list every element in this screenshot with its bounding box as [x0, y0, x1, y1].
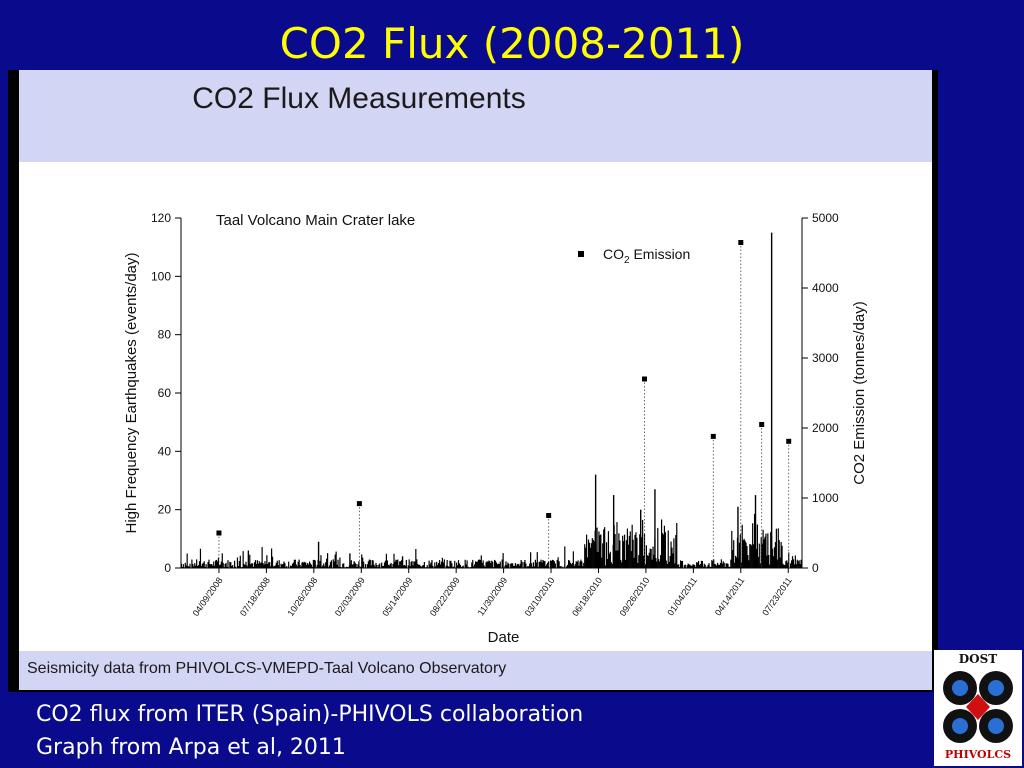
x-tick-label: 02/03/2009	[333, 575, 367, 618]
x-tick-label: 06/18/2010	[570, 575, 604, 618]
legend-label: CO2 Emission	[603, 246, 690, 266]
right-y-axis-title: CO2 Emission (tonnes/day)	[851, 301, 868, 484]
left-y-axis-title: High Frequency Earthquakes (events/day)	[123, 253, 140, 534]
co2-point	[641, 376, 647, 382]
right-y-tick-label: 5000	[812, 211, 839, 225]
caption-line-2: Graph from Arpa et al, 2011	[36, 735, 346, 760]
left-y-tick-label: 80	[158, 328, 172, 342]
earthquake-series	[180, 232, 802, 568]
x-tick-label: 08/22/2009	[428, 575, 462, 618]
left-y-tick-label: 120	[151, 211, 171, 225]
co2-point	[786, 438, 792, 444]
right-y-tick-label: 1000	[812, 491, 839, 505]
figure-footer-text: Seismicity data from PHIVOLCS-VMEPD-Taal…	[27, 660, 507, 677]
co2-point	[546, 513, 552, 518]
phivolcs-logo: DOST PHIVOLCS	[934, 650, 1022, 766]
figure-header: CO2 Flux Measurements	[19, 70, 932, 162]
x-tick-label: 03/10/2010	[523, 575, 557, 618]
x-tick-label: 10/26/2008	[285, 575, 319, 618]
figure-panel: CO2 Flux Measurements Taal Volcano Main …	[19, 70, 932, 690]
left-y-tick-label: 100	[151, 269, 171, 283]
co2-point	[759, 422, 765, 427]
x-tick-label: 09/26/2010	[618, 575, 652, 618]
logo-bottom-text: PHIVOLCS	[944, 748, 1012, 761]
left-y-tick-label: 20	[158, 503, 172, 517]
x-tick-label: 05/14/2009	[380, 575, 414, 618]
right-y-tick-label: 4000	[812, 281, 839, 295]
x-tick-label: 11/30/2009	[476, 575, 510, 617]
co2-point	[356, 501, 362, 507]
left-y-tick-label: 40	[158, 444, 172, 458]
x-tick-label: 04/09/2008	[191, 575, 225, 618]
figure-footer: Seismicity data from PHIVOLCS-VMEPD-Taal…	[19, 651, 932, 690]
x-axis-title: Date	[488, 629, 520, 646]
co2-point	[738, 240, 744, 245]
left-y-tick-label: 0	[164, 561, 171, 575]
legend-marker	[578, 251, 584, 257]
right-y-tick-label: 3000	[812, 351, 839, 365]
left-y-tick-label: 60	[158, 386, 172, 400]
right-y-tick-label: 0	[812, 561, 819, 575]
chart-annotation: Taal Volcano Main Crater lake	[216, 212, 415, 229]
co2-point	[216, 530, 222, 536]
x-tick-label: 07/18/2008	[238, 575, 272, 618]
slide-caption: CO2 flux from ITER (Spain)-PHIVOLS colla…	[36, 698, 583, 764]
x-tick-label: 01/04/2011	[665, 575, 699, 617]
figure-header-title: CO2 Flux Measurements	[192, 82, 526, 115]
logo-top-text: DOST	[958, 652, 998, 666]
co2-point	[710, 433, 716, 439]
co2-seismicity-chart: Taal Volcano Main Crater lake 0 20 40 60 80 10…	[123, 211, 868, 646]
right-y-tick-label: 2000	[812, 421, 839, 435]
x-tick-label: 07/23/2011	[760, 575, 794, 617]
caption-line-1: CO2 flux from ITER (Spain)-PHIVOLS colla…	[36, 702, 584, 727]
x-tick-label: 04/14/2011	[713, 575, 747, 617]
dost-emblem-icon	[943, 671, 1013, 743]
slide-title: CO2 Flux (2008-2011)	[279, 19, 745, 68]
